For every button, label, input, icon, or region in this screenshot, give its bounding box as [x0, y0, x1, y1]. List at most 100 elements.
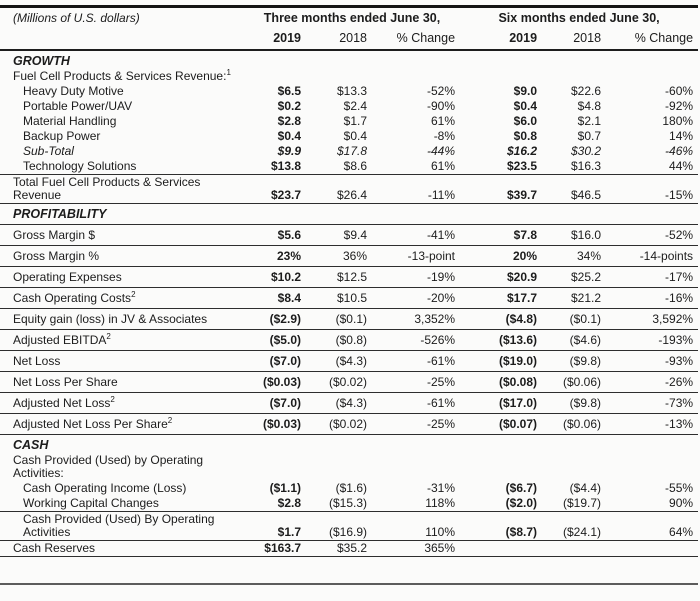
value-cell: -25%: [372, 413, 461, 435]
value-cell: [542, 540, 607, 557]
value-cell: [606, 540, 699, 557]
row-label-text: Net Loss: [13, 354, 61, 368]
value-cell: ($1.6): [335, 481, 367, 495]
value-cell: -15%: [606, 174, 699, 204]
value-cell: -193%: [606, 329, 699, 351]
section-title-row: GROWTH: [0, 50, 698, 69]
group-header-three-months: Three months ended June 30,: [263, 11, 441, 25]
row-label-text: Adjusted EBITDA: [13, 333, 107, 347]
value-cell: $22.6: [571, 84, 602, 98]
row-label: Material Handling: [0, 114, 244, 129]
table-row: Adjusted Net Loss Per Share2 ($0.03) ($0.0…: [0, 413, 699, 435]
value-cell: ($0.07): [460, 413, 543, 435]
row-label: Cash Provided (Used) by Operating Activi…: [0, 453, 244, 481]
value-cell: ($4.6): [542, 329, 607, 351]
table-row: Operating Expenses $10.2 $12.5 -19% $20.9 $25…: [0, 266, 699, 288]
value-cell: 20%: [460, 245, 543, 267]
value-cell: $2.4: [343, 99, 367, 113]
value-cell: ($24.1): [542, 511, 607, 541]
value-cell: $2.8: [244, 496, 306, 512]
value-cell: [460, 453, 542, 481]
value-cell: ($0.1): [306, 308, 372, 330]
row-label: Heavy Duty Motive: [0, 84, 244, 99]
row-label: Equity gain (loss) in JV & Associates: [0, 308, 244, 330]
column-header-2018-q: 2018: [306, 28, 372, 51]
value-cell: -13-point: [372, 245, 461, 267]
row-label: Adjusted Net Loss2: [0, 392, 244, 414]
row-label-text: Total Fuel Cell Products & Services Reve…: [13, 175, 201, 202]
value-cell: $10.2: [244, 266, 306, 288]
value-cell: 36%: [306, 245, 372, 267]
table-row: Portable Power/UAV $0.2 $2.4 -90% $0.4 $4.8 -9…: [0, 99, 698, 114]
row-label-text: Gross Margin $: [13, 228, 96, 242]
table-row: Cash Operating Costs2 $8.4 $10.5 -20% $17.7 $…: [0, 287, 699, 309]
group-header-row: (Millions of U.S. dollars) Three months …: [0, 7, 698, 29]
value-cell: -60%: [665, 84, 694, 98]
row-label: Total Fuel Cell Products & Services Reve…: [0, 174, 244, 204]
value-cell: $0.7: [577, 129, 602, 143]
table-row: Technology Solutions $13.8 $8.6 61% $23.5 $16…: [0, 159, 699, 175]
group-header-six-months: Six months ended June 30,: [498, 11, 660, 25]
row-label-text: Cash Operating Income (Loss): [23, 481, 187, 495]
value-cell: $16.3: [542, 159, 607, 175]
table-row: Working Capital Changes $2.8 ($15.3) 118% ($…: [0, 496, 699, 512]
value-cell: $2.1: [577, 114, 602, 128]
value-cell: ($0.06): [542, 371, 607, 393]
row-label: Net Loss Per Share: [0, 371, 244, 393]
financial-summary-page: (Millions of U.S. dollars) Three months …: [0, 5, 699, 585]
value-cell: 64%: [606, 511, 699, 541]
value-cell: $6.5: [277, 84, 301, 98]
value-cell: $35.2: [306, 540, 372, 557]
value-cell: -20%: [372, 287, 461, 309]
value-cell: [460, 540, 543, 557]
value-cell: -61%: [372, 392, 461, 414]
value-cell: 365%: [372, 540, 461, 557]
value-cell: $39.7: [460, 174, 543, 204]
value-cell: ($7.0): [244, 350, 306, 372]
value-cell: ($6.7): [505, 481, 538, 495]
value-cell: $9.0: [513, 84, 538, 98]
value-cell: -19%: [372, 266, 461, 288]
row-label: Gross Margin %: [0, 245, 244, 267]
value-cell: 34%: [542, 245, 607, 267]
value-cell: -52%: [427, 84, 456, 98]
row-label: Sub-Total: [0, 144, 244, 159]
value-cell: $5.6: [244, 224, 306, 246]
value-cell: [244, 69, 306, 84]
value-cell: ($0.1): [542, 308, 607, 330]
row-label-text: Adjusted Net Loss Per Share: [13, 417, 168, 431]
row-label-text: Fuel Cell Products & Services Revenue:: [13, 69, 227, 83]
value-cell: ($7.0): [244, 392, 306, 414]
row-label: Cash Operating Costs2: [0, 287, 244, 309]
section-cash: CASH Cash Provided (Used) by Operating Ac…: [0, 435, 699, 557]
value-cell: $0.4: [513, 99, 538, 113]
value-cell: [244, 453, 306, 481]
table-row: Adjusted Net Loss2 ($7.0) ($4.3) -61% ($17.0…: [0, 392, 699, 414]
value-cell: -17%: [606, 266, 699, 288]
value-cell: -90%: [427, 99, 456, 113]
section-title: GROWTH: [13, 54, 70, 68]
table-row: Gross Margin $ $5.6 $9.4 -41% $7.8 $16.0 -52%: [0, 224, 699, 246]
value-cell: ($17.0): [460, 392, 543, 414]
value-cell: $16.2: [507, 144, 538, 158]
value-cell: 14%: [669, 129, 694, 143]
row-label-text: Backup Power: [23, 129, 101, 143]
column-header-change-q: % Change: [372, 28, 461, 51]
row-label-text: Portable Power/UAV: [23, 99, 133, 113]
value-cell: -73%: [606, 392, 699, 414]
value-cell: ($2.9): [244, 308, 306, 330]
table-row: Cash Operating Income (Loss) ($1.1) ($1.6)…: [0, 481, 698, 496]
value-cell: 61%: [431, 114, 456, 128]
value-cell: -46%: [665, 144, 694, 158]
row-label-text: Gross Margin %: [13, 249, 100, 263]
footnote-marker: 2: [167, 416, 173, 425]
row-label-text: Equity gain (loss) in JV & Associates: [13, 312, 208, 326]
value-cell: ($19.0): [460, 350, 543, 372]
value-cell: $20.9: [460, 266, 543, 288]
value-cell: ($0.03): [244, 413, 306, 435]
row-label-text: Cash Provided (Used) By Operating Activi…: [23, 512, 215, 539]
value-cell: $17.8: [336, 144, 367, 158]
table-row: Gross Margin % 23% 36% -13-point 20% 34% -14-p…: [0, 245, 699, 267]
column-header-2018-h: 2018: [542, 28, 607, 51]
table-row: Heavy Duty Motive $6.5 $13.3 -52% $9.0 $22.6 -…: [0, 84, 698, 99]
